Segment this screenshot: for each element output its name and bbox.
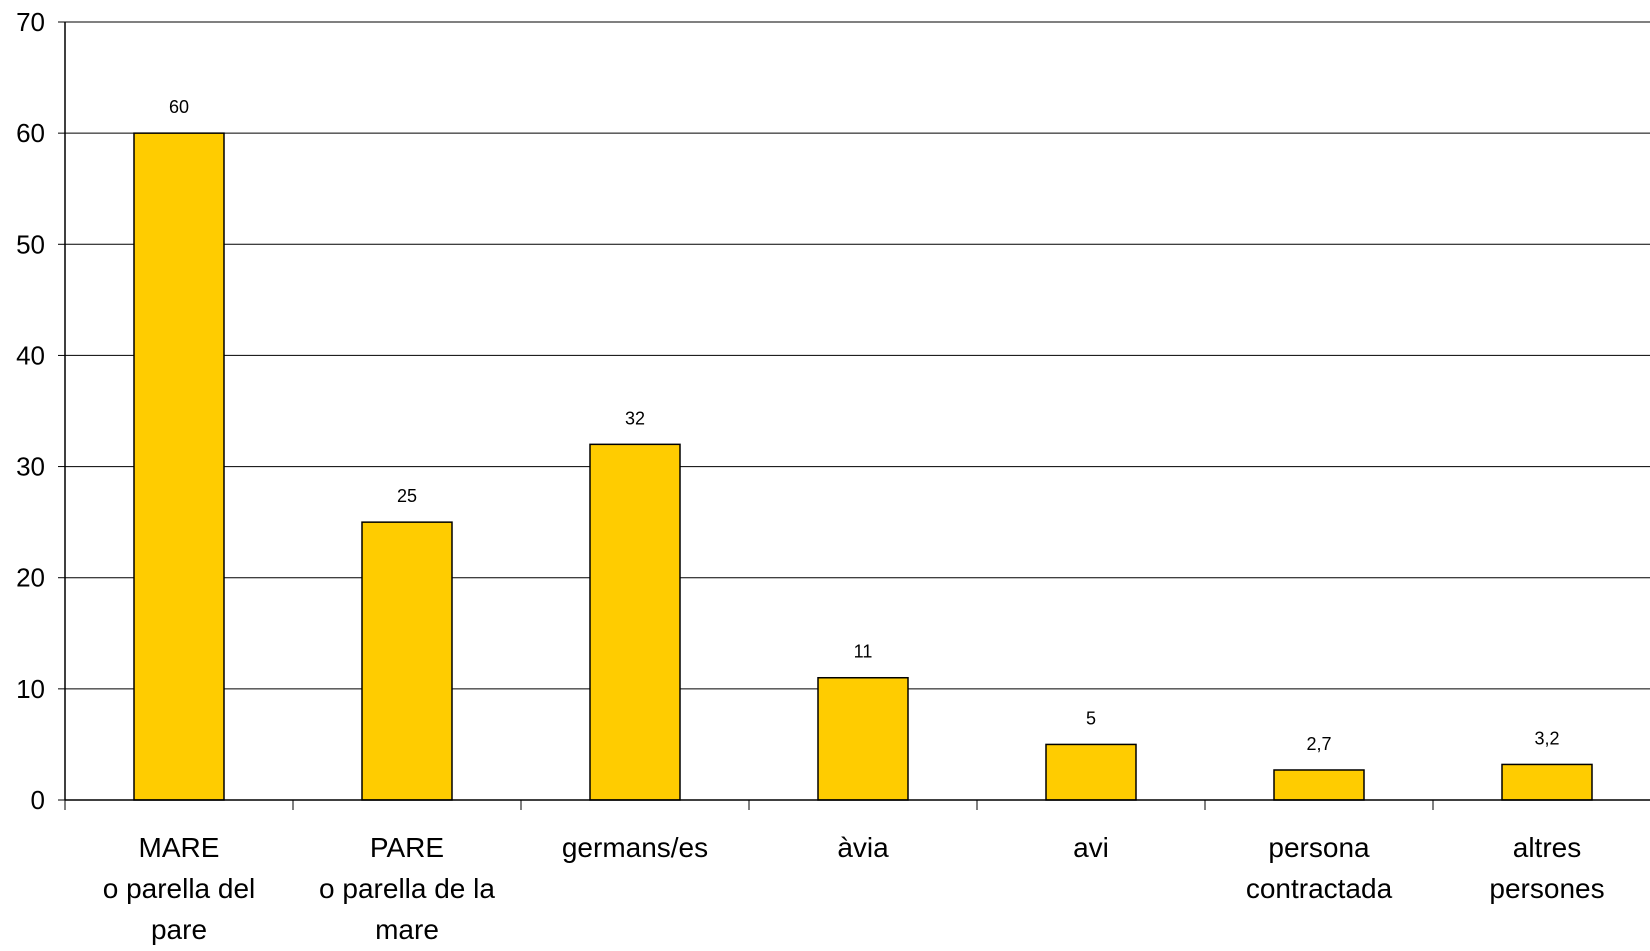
x-category-label: MARE o parella del pare [103,832,256,945]
labels: 0 10 20 30 40 50 60 70 60 25 32 11 5 2,7 3,2 MARE o pare… [16,7,1605,945]
bar [1501,763,1593,801]
data-label: 32 [625,408,645,428]
x-category-label: germans/es [562,832,708,863]
gridlines [65,21,1650,690]
bars [133,132,1593,801]
x-category-line: MARE [139,832,220,863]
y-tick-label: 50 [16,229,45,259]
data-label: 25 [397,486,417,506]
x-category-label: PARE o parella de la mare [319,832,495,945]
x-category-line: persones [1489,873,1604,904]
y-tick-label: 30 [16,452,45,482]
x-category-line: o parella del [103,873,256,904]
y-tick-label: 60 [16,118,45,148]
bar [361,521,453,801]
x-category-label: altres persones [1489,832,1604,904]
bar [1273,769,1365,801]
bar [133,132,225,801]
x-category-line: germans/es [562,832,708,863]
bar [817,676,909,801]
bar [1045,743,1137,801]
x-category-line: PARE [370,832,444,863]
x-category-line: persona [1268,832,1370,863]
data-label: 60 [169,97,189,117]
data-label: 5 [1086,708,1096,728]
x-category-line: pare [151,914,207,945]
x-category-label: persona contractada [1246,832,1393,904]
axes [58,21,1650,810]
data-label: 2,7 [1306,734,1331,754]
y-tick-label: 40 [16,340,45,370]
y-tick-label: 20 [16,563,45,593]
bar [589,443,681,801]
x-category-line: avi [1073,832,1109,863]
data-label: 3,2 [1534,728,1559,748]
y-tick-label: 0 [31,785,45,815]
x-category-label: àvia [837,832,889,863]
data-label: 11 [854,642,873,662]
x-category-line: mare [375,914,439,945]
x-category-line: àvia [837,832,889,863]
x-category-line: contractada [1246,873,1393,904]
x-category-line: altres [1513,832,1581,863]
x-category-label: avi [1073,832,1109,863]
y-tick-label: 70 [16,7,45,37]
y-tick-label: 10 [16,674,45,704]
x-category-line: o parella de la [319,873,495,904]
